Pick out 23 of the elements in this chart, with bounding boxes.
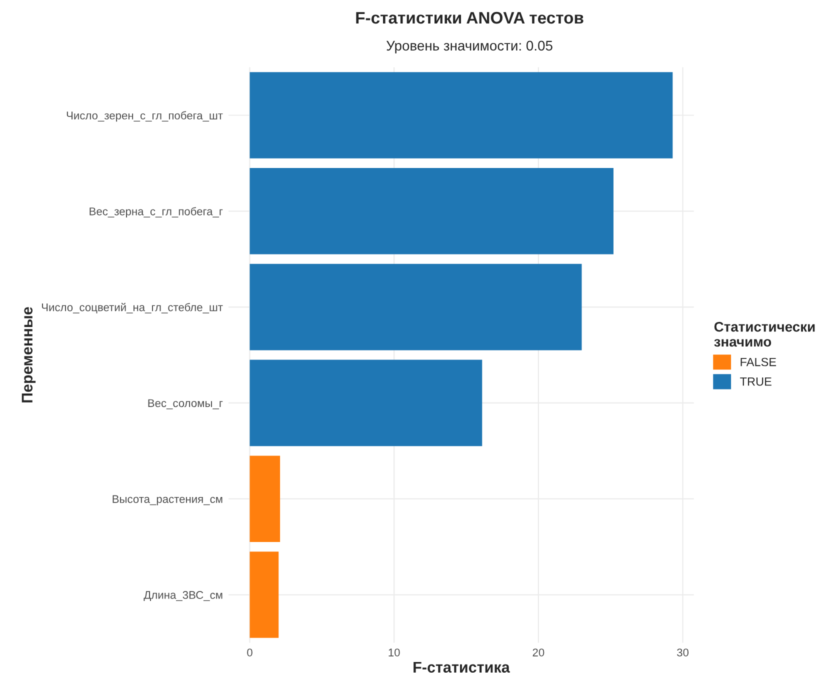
x-tick-label: 20 [532, 648, 544, 656]
chart-title: F-статистики ANOVA тестов [356, 12, 584, 24]
legend-label: FALSE [740, 358, 776, 366]
x-tick-label: 30 [677, 648, 689, 656]
bar [250, 456, 280, 542]
chart-subtitle: Уровень значимости: 0.05 [386, 40, 552, 54]
y-tick-label: Высота_растения_см [112, 495, 222, 506]
x-tick-label: 10 [388, 648, 400, 656]
y-tick-label: Вес_зерна_с_гл_побега_г [90, 207, 223, 218]
y-axis-title: Переменные [22, 307, 36, 402]
y-tick-label: Число_соцветий_на_гл_стебле_шт [42, 302, 223, 314]
y-tick-label: Вес_соломы_г [148, 399, 223, 410]
bar [250, 72, 673, 158]
bar [250, 264, 582, 350]
bar [250, 360, 482, 446]
bar [250, 168, 614, 254]
legend-title: Статистически значимо [714, 322, 815, 347]
legend-label: TRUE [740, 377, 772, 386]
x-tick-label: 0 [247, 648, 252, 656]
bar [250, 552, 279, 638]
y-tick-label: Число_зерен_с_гл_побега_шт [66, 111, 223, 122]
y-tick-label: Длина_3ВС_см [144, 591, 222, 602]
x-axis-title: F-статистика [414, 662, 510, 673]
